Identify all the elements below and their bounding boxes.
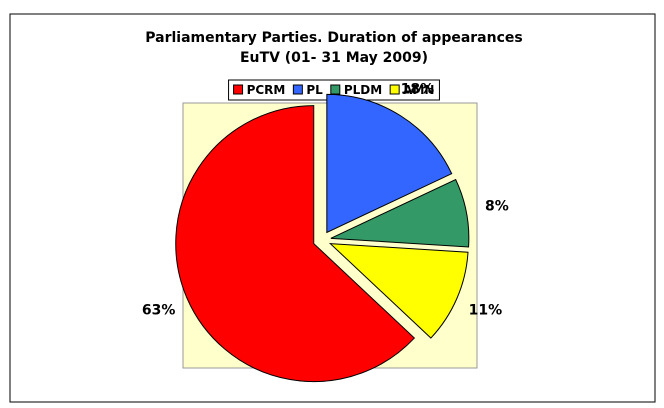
chart-subtitle: EuTV (01- 31 May 2009) [240, 50, 428, 66]
legend-swatch [330, 84, 341, 95]
legend-swatch [233, 84, 244, 95]
pie-slice [175, 105, 416, 383]
legend-label: PCRM [247, 83, 286, 97]
data-label: 8% [485, 199, 509, 215]
pie: 18% 8% 11% 63% [142, 82, 509, 383]
data-label: 63% [142, 303, 176, 319]
legend-swatch [389, 84, 400, 95]
pie-slice [326, 93, 453, 234]
data-label: 18% [401, 82, 435, 98]
chart-title: Parliamentary Parties. Duration of appea… [145, 30, 522, 46]
pie-slice [330, 178, 470, 248]
legend-swatch [292, 84, 303, 95]
data-label: 11% [469, 303, 503, 319]
legend-label: PL [306, 83, 323, 97]
pie-slice [328, 242, 469, 339]
legend-label: PLDM [344, 83, 382, 97]
legend-label: AMN [403, 83, 434, 97]
legend: PCRM PL PLDM AMN [228, 79, 440, 101]
